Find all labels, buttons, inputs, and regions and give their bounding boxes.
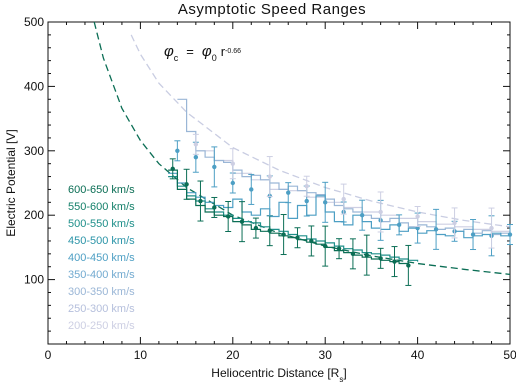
data-point [350,251,356,257]
x-tick-label: 20 [226,348,240,362]
x-tick-label: 50 [503,348,516,362]
data-point [433,227,439,232]
legend-entry: 600-650 km/s [68,184,135,196]
fit-equation-annotation: φc = φ0 r-0.66 [164,43,241,63]
legend-entry: 450-500 km/s [68,235,135,247]
chart-title: Asymptotic Speed Ranges [178,1,366,18]
legend-entry: 300-350 km/s [68,286,135,298]
data-point [170,166,175,172]
data-point [341,196,346,202]
data-point [392,259,397,264]
data-point [452,220,457,226]
fit-curve [130,34,511,228]
y-tick-label: 100 [24,273,44,287]
legend-entry: 250-300 km/s [68,303,135,315]
y-axis-label: Electric Potential [V] [4,129,18,236]
x-tick-label: 0 [45,348,52,362]
data-point [175,148,180,153]
fit-curve [93,21,511,276]
data-point [336,246,342,251]
data-point [415,214,420,219]
data-point [267,174,272,179]
data-point [309,238,314,244]
legend-entry: 350-400 km/s [68,269,135,281]
x-axis-label: Heliocentric Distance [Rs] [211,366,346,384]
data-point [378,209,383,215]
data-point [406,263,411,268]
legend: 600-650 km/s 550-600 km/s 500-550 km/s 450-… [68,184,135,332]
data-point [470,232,476,237]
data-point [198,198,203,204]
data-point [239,219,245,224]
data-point [267,228,272,233]
y-tick-label: 200 [24,208,44,222]
y-tick-label: 500 [24,15,44,29]
step-series-line [168,169,409,266]
data-point [193,155,199,160]
data-point [378,256,383,261]
legend-entry: 200-250 km/s [68,320,135,332]
data-point [230,180,235,186]
x-tick-label: 30 [319,348,333,362]
data-points [169,133,513,286]
data-point [507,232,513,237]
legend-entry: 400-450 km/s [68,252,135,264]
legend-entry: 500-550 km/s [68,218,135,230]
data-point [286,190,291,195]
x-tick-label: 10 [134,348,148,362]
data-point [281,232,286,237]
data-point [304,184,309,189]
data-point [184,182,189,187]
data-point [249,187,254,192]
data-point [364,252,369,258]
data-point [225,214,231,219]
data-point [396,222,402,228]
data-point [295,235,300,240]
y-tick-label: 300 [24,144,44,158]
fit-curves [93,21,511,276]
plot-frame [47,21,511,345]
data-point [193,142,199,147]
y-tick-label: 400 [24,79,44,93]
data-point [489,225,494,231]
data-point [323,243,328,249]
legend-entry: 550-600 km/s [68,201,135,213]
data-point [212,164,217,170]
data-point [359,213,365,218]
data-point [230,161,235,166]
axis-ticks: 0 10 20 30 40 50 100 200 300 400 500 [24,15,516,362]
data-point [304,198,309,204]
data-point [212,205,217,210]
data-point [253,225,259,231]
data-point [323,200,328,205]
x-tick-label: 40 [411,348,425,362]
